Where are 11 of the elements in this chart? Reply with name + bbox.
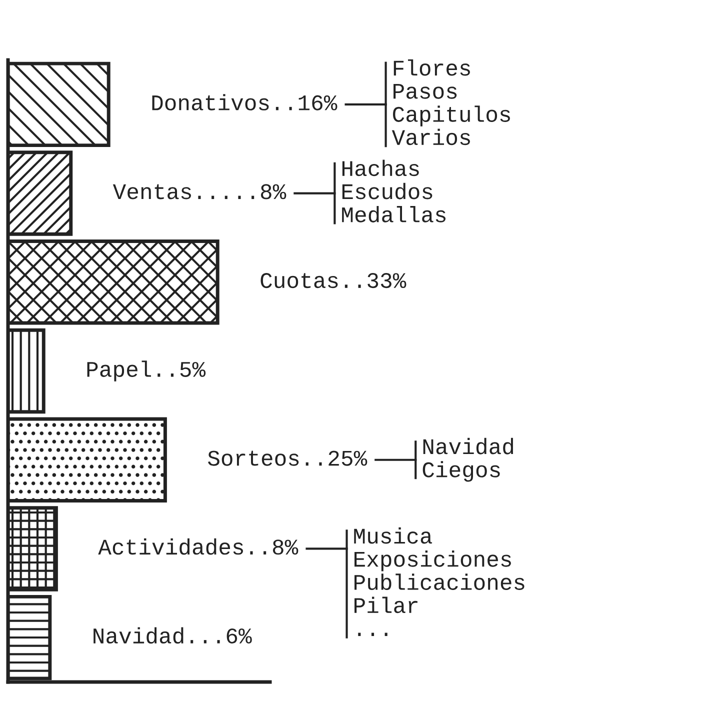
annotation: Donativos..16%: [152, 94, 338, 110]
text: Hachas Escudos Medallas: [342, 160, 446, 222]
text: Navidad Ciegos: [422, 438, 514, 482]
annotation: Papel..5%: [87, 360, 206, 382]
text: Cuotas..33%: [260, 273, 406, 288]
text: Flores Pasos Capitulos Varios: [392, 59, 510, 146]
annotation: Sorteos..25%: [208, 450, 368, 466]
text: Musica Exposiciones Publicaciones Pilar ...: [354, 527, 524, 636]
annotation: Ventas.....8%: [112, 184, 286, 200]
annotation: Actividades..8%: [98, 538, 298, 555]
annotation: Navidad...6%: [94, 627, 252, 644]
